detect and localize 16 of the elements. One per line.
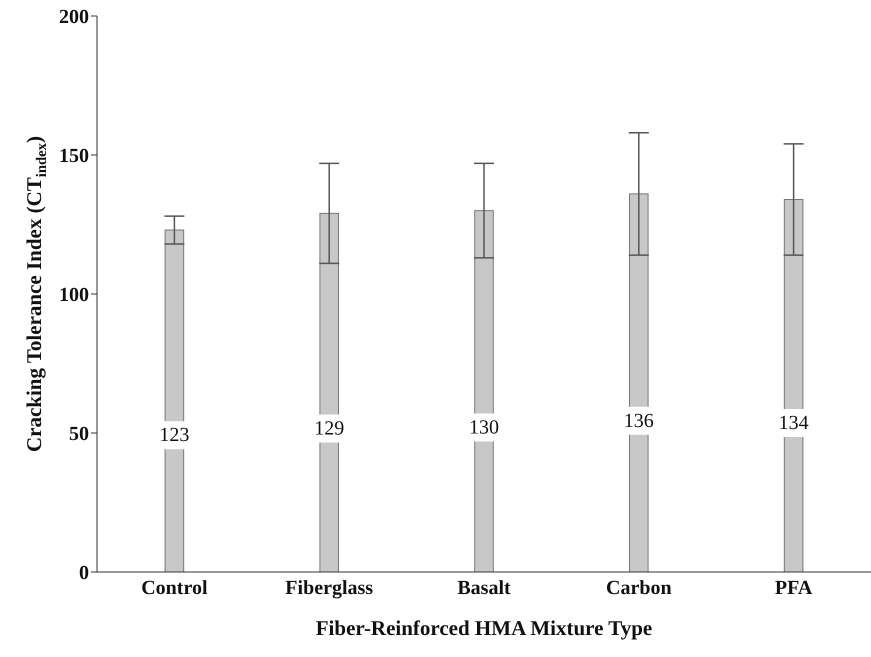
- data-label: 130: [469, 416, 499, 438]
- data-label: 123: [159, 424, 190, 446]
- y-tick-label: 100: [59, 284, 89, 306]
- data-label: 134: [778, 412, 809, 434]
- x-tick-label: Control: [141, 577, 208, 600]
- data-label: 129: [314, 418, 344, 440]
- y-tick-label: 200: [59, 6, 89, 28]
- y-tick-label: 50: [69, 423, 89, 446]
- x-tick-label: Fiberglass: [285, 577, 374, 600]
- x-tick-label: PFA: [774, 577, 813, 600]
- y-tick-label: 0: [79, 562, 89, 584]
- x-tick-label: Basalt: [457, 577, 512, 600]
- x-axis-title: Fiber-Reinforced HMA Mixture Type: [316, 616, 652, 640]
- data-label: 136: [624, 410, 654, 432]
- y-tick-label: 150: [59, 145, 89, 168]
- x-tick-label: Carbon: [606, 577, 672, 600]
